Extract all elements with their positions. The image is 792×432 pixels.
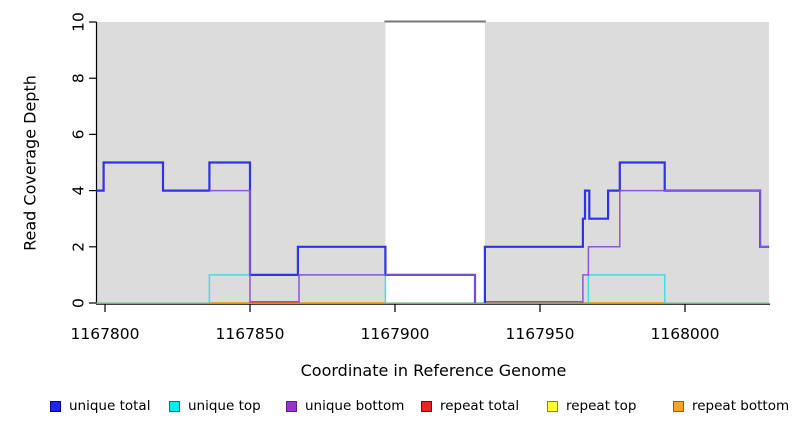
series-unique-top: [587, 274, 666, 303]
y-tick-label: 2: [70, 242, 88, 252]
legend-item-unique-top: unique top: [169, 398, 261, 414]
series-unique-total: [96, 161, 477, 303]
unique-total-swatch-icon: [50, 400, 61, 412]
y-tick-label: 6: [70, 129, 88, 139]
series-unique-bottom: [209, 189, 251, 303]
x-tick-label: 1167900: [360, 325, 429, 343]
x-axis-title: Coordinate in Reference Genome: [300, 361, 567, 380]
unique-bottom-swatch-icon: [286, 400, 297, 412]
repeat-top-swatch-icon: [547, 400, 558, 412]
unique-top-swatch-icon: [169, 400, 180, 412]
legend-label: repeat total: [440, 398, 520, 414]
legend-item-repeat-total: repeat total: [421, 398, 519, 414]
x-tick-label: 1167800: [70, 325, 139, 343]
legend-label: unique total: [69, 398, 151, 414]
legend-label: unique bottom: [305, 398, 405, 414]
y-axis-title: Read Coverage Depth: [20, 75, 40, 251]
series-unique-bottom: [582, 189, 770, 303]
legend-label: repeat top: [566, 398, 637, 414]
legend-item-unique-total: unique total: [50, 398, 150, 414]
legend-label: unique top: [188, 398, 261, 414]
series-unique-bottom: [298, 274, 476, 303]
legend-item-repeat-top: repeat top: [547, 398, 636, 414]
x-tick-label: 1168000: [650, 325, 719, 343]
x-tick-label: 1167850: [215, 325, 284, 343]
legend-item-unique-bottom: unique bottom: [286, 398, 404, 414]
repeat-total-swatch-icon: [421, 400, 432, 412]
legend-label: repeat bottom: [692, 398, 790, 414]
y-tick-label: 0: [70, 298, 88, 308]
legend-item-repeat-bottom: repeat bottom: [673, 398, 789, 414]
y-tick-label: 8: [70, 73, 88, 83]
y-tick-label: 4: [70, 186, 88, 196]
repeat-bottom-swatch-icon: [673, 400, 684, 412]
x-tick-label: 1167950: [505, 325, 574, 343]
y-tick-label: 10: [70, 12, 88, 32]
